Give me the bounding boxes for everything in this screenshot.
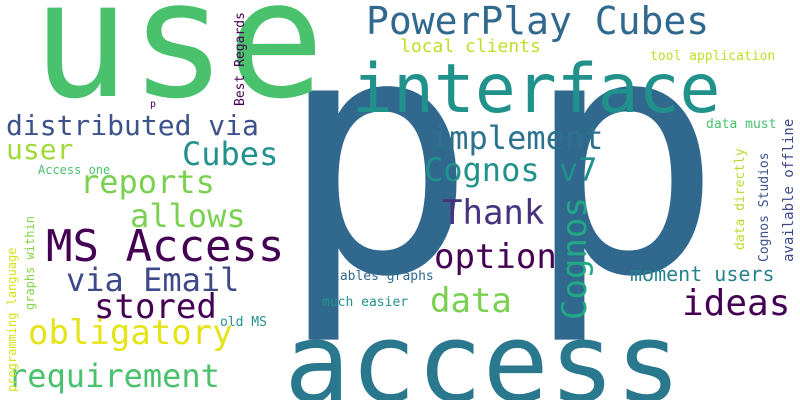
word-obligatory: obligatory	[28, 313, 233, 353]
word-powerplay-cubes: PowerPlay Cubes	[366, 0, 710, 43]
word-stored: stored	[94, 287, 217, 327]
word-requirement: requirement	[8, 357, 220, 395]
word-user: user	[6, 133, 74, 166]
word-thank: Thank	[442, 193, 545, 233]
word-cubes: Cubes	[182, 135, 279, 173]
word-graphs-within: graphs within	[23, 216, 37, 310]
word-via-email: via Email	[66, 261, 240, 299]
word-cognos-studios: Cognos Studios	[757, 152, 772, 262]
word-access: access	[284, 299, 682, 400]
word-moment-users: moment users	[630, 262, 775, 286]
word-implement: implement	[430, 119, 604, 157]
word-allows: allows	[130, 197, 246, 235]
word-programming-language: programming language	[5, 247, 19, 393]
word-use: use	[32, 0, 325, 135]
word-local-clients: local clients	[400, 36, 541, 57]
word-data-must: data must	[706, 117, 777, 132]
word-cognos-v7: Cognos v7	[424, 151, 598, 189]
word-reports: reports	[80, 163, 215, 201]
word-best-regards: Best Regards	[233, 12, 248, 106]
word-interface: interface	[352, 50, 721, 129]
word-ideas: ideas	[682, 283, 791, 324]
word-ms-access: MS Access	[46, 221, 285, 272]
word-much-easier: much easier	[322, 295, 409, 310]
word-option: option	[434, 237, 557, 277]
word-distributed-via: distributed via	[6, 109, 259, 142]
word-tool-application: tool application	[650, 49, 776, 64]
word-access-one: Access one	[38, 163, 111, 177]
word-p-tiny: p	[150, 99, 157, 110]
word-cognos-vertical: Cognos	[555, 197, 595, 320]
word-p-left: p	[278, 0, 477, 349]
word-tables-graphs: tables graphs	[332, 269, 434, 284]
word-old-ms: old MS	[220, 315, 267, 330]
word-data: data	[430, 281, 512, 321]
word-p-right: p	[524, 0, 723, 349]
word-data-directly: data directly	[733, 148, 748, 250]
word-available-offline: available offline	[781, 118, 797, 262]
